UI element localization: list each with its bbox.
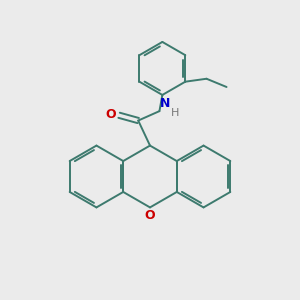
Text: N: N	[160, 97, 170, 110]
Text: O: O	[145, 209, 155, 222]
Text: O: O	[105, 108, 116, 121]
Text: H: H	[171, 108, 179, 118]
